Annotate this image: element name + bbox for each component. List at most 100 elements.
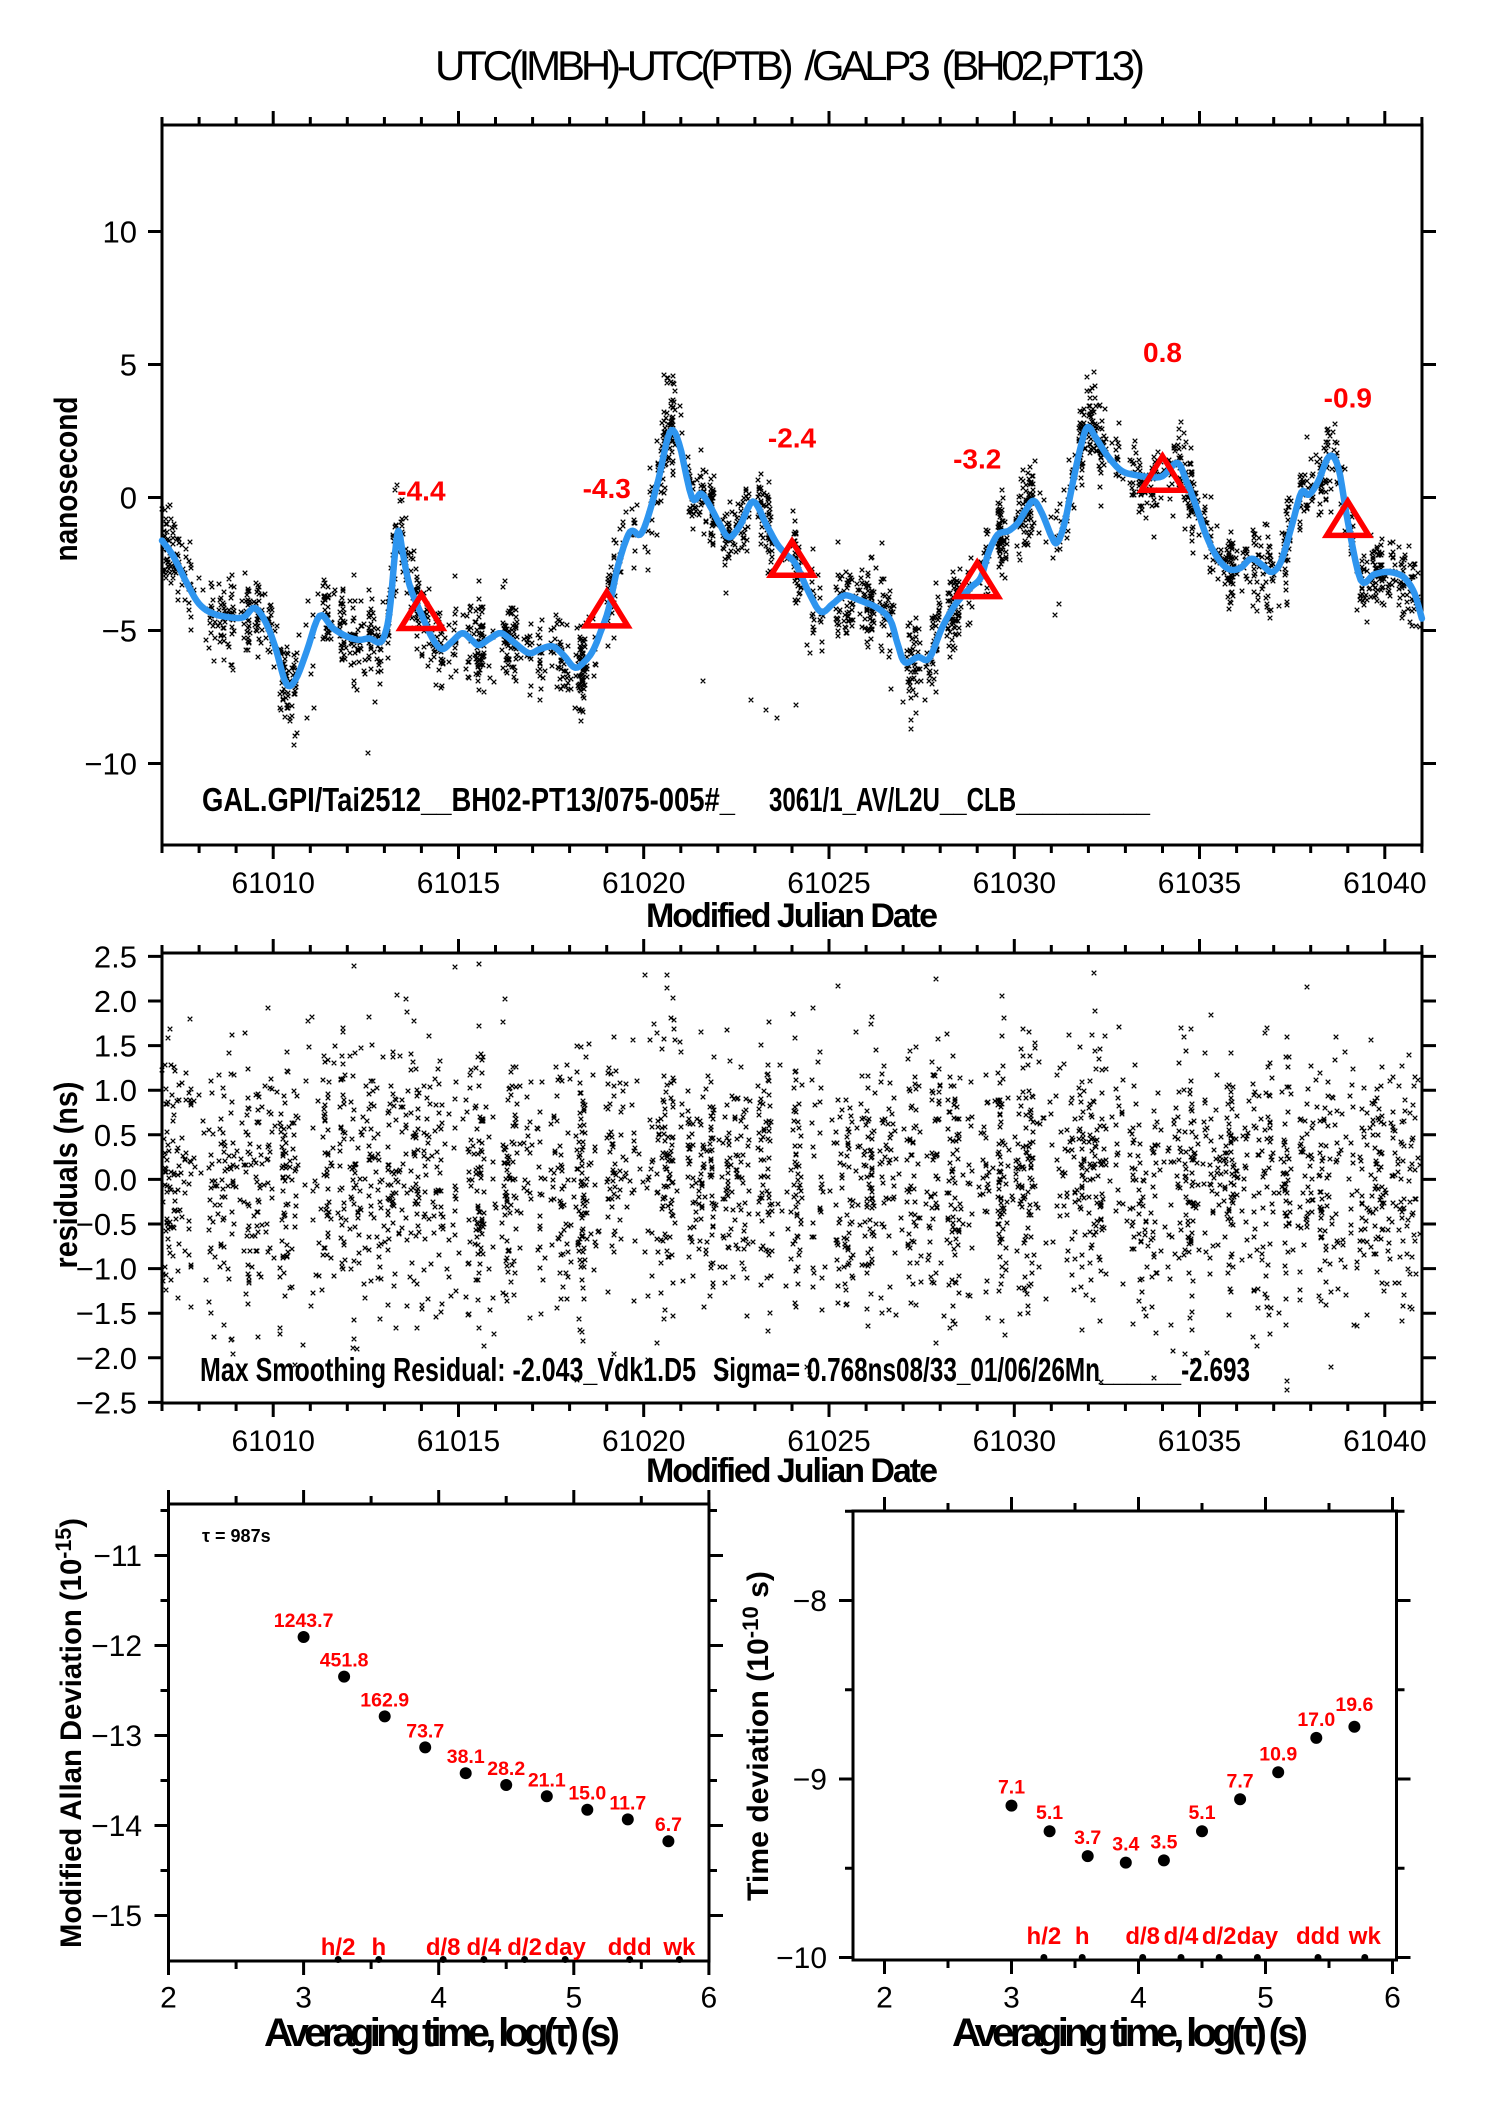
svg-text:1243.7: 1243.7: [274, 1610, 334, 1632]
svg-text:61020: 61020: [602, 867, 685, 900]
svg-text:-0.9: -0.9: [1324, 382, 1372, 413]
svg-text:Modified Julian Date: Modified Julian Date: [646, 897, 938, 935]
svg-text:11.7: 11.7: [609, 1792, 646, 1814]
svg-text:61040: 61040: [1343, 1425, 1426, 1458]
svg-text:d/4: d/4: [467, 1934, 502, 1961]
svg-text:6.7: 6.7: [655, 1814, 682, 1836]
svg-text:wk: wk: [662, 1934, 696, 1961]
svg-text:3.7: 3.7: [1074, 1827, 1101, 1849]
svg-text:Averaging time, log(τ) (s): Averaging time, log(τ) (s): [952, 2011, 1308, 2055]
svg-text:61015: 61015: [417, 867, 500, 900]
svg-text:h: h: [371, 1934, 386, 1961]
svg-text:d/8: d/8: [1125, 1923, 1160, 1950]
svg-text:28.2: 28.2: [487, 1758, 525, 1780]
svg-text:1.5: 1.5: [94, 1029, 137, 1064]
svg-text:day: day: [545, 1934, 587, 1961]
svg-text:2.0: 2.0: [94, 984, 137, 1019]
svg-text:h: h: [1075, 1923, 1090, 1950]
svg-text:−9: −9: [793, 1764, 827, 1797]
svg-text:-4.3: -4.3: [583, 473, 631, 504]
svg-text:nanosecond: nanosecond: [48, 397, 84, 562]
svg-text:−1.5: −1.5: [76, 1296, 137, 1331]
svg-text:-4.4: -4.4: [397, 476, 446, 507]
svg-text:61035: 61035: [1158, 1425, 1241, 1458]
svg-text:4: 4: [430, 1982, 447, 2015]
svg-text:10: 10: [103, 215, 137, 250]
svg-text:residuals (ns): residuals (ns): [48, 1082, 84, 1269]
svg-text:61030: 61030: [973, 867, 1056, 900]
svg-text:−10: −10: [776, 1942, 827, 1975]
svg-text:61040: 61040: [1343, 867, 1426, 900]
svg-text:5.1: 5.1: [1188, 1802, 1215, 1824]
svg-text:h/2: h/2: [1027, 1923, 1062, 1950]
svg-text:61010: 61010: [231, 1425, 314, 1458]
svg-text:wk: wk: [1348, 1923, 1382, 1950]
svg-text:2: 2: [876, 1982, 893, 2015]
svg-text:UTC(IMBH)-UTC(PTB) /GALP3 (B: UTC(IMBH)-UTC(PTB) /GALP3 (BH02,PT13): [435, 42, 1145, 89]
svg-text:-2.4: -2.4: [768, 422, 817, 453]
svg-text:0.5: 0.5: [94, 1118, 137, 1153]
svg-text:38.1: 38.1: [447, 1746, 485, 1768]
svg-text:3: 3: [295, 1982, 312, 2015]
svg-text:451.8: 451.8: [320, 1650, 369, 1672]
svg-text:d/2: d/2: [1202, 1923, 1237, 1950]
svg-text:−1.0: −1.0: [76, 1252, 137, 1287]
svg-text:6: 6: [1384, 1982, 1401, 2015]
svg-text:5: 5: [120, 348, 137, 383]
svg-text:−2.5: −2.5: [76, 1385, 137, 1420]
svg-text:61015: 61015: [417, 1425, 500, 1458]
svg-text:−11: −11: [93, 1540, 142, 1573]
svg-text:−12: −12: [91, 1630, 142, 1663]
svg-text:2: 2: [160, 1982, 177, 2015]
svg-text:6: 6: [701, 1982, 718, 2015]
svg-text:−5: −5: [102, 614, 137, 649]
svg-text:Modified Allan Deviation (10-1: Modified Allan Deviation (10-15): [51, 1518, 88, 1948]
svg-text:−0.5: −0.5: [76, 1207, 137, 1242]
svg-text:2.5: 2.5: [94, 939, 137, 974]
svg-text:−13: −13: [91, 1720, 142, 1753]
svg-text:5.1: 5.1: [1036, 1802, 1063, 1824]
svg-text:3: 3: [1003, 1982, 1020, 2015]
svg-text:19.6: 19.6: [1335, 1694, 1373, 1716]
svg-text:15.0: 15.0: [568, 1783, 606, 1805]
svg-text:61035: 61035: [1158, 867, 1241, 900]
svg-text:0.8: 0.8: [1143, 337, 1182, 368]
svg-text:5: 5: [1257, 1982, 1274, 2015]
svg-text:7.1: 7.1: [998, 1777, 1025, 1799]
svg-text:-3.2: -3.2: [953, 444, 1001, 475]
svg-text:3.4: 3.4: [1112, 1834, 1139, 1856]
svg-text:61025: 61025: [787, 1425, 870, 1458]
svg-text:0: 0: [120, 481, 137, 516]
svg-text:1.0: 1.0: [94, 1073, 137, 1108]
svg-text:ddd: ddd: [1296, 1923, 1340, 1950]
svg-text:τ = 987s: τ = 987s: [202, 1526, 271, 1546]
svg-text:GAL.GPI/Tai2512__BH02-PT13/075: GAL.GPI/Tai2512__BH02-PT13/075-005#_: [202, 781, 736, 818]
svg-text:Averaging time, log(τ) (s): Averaging time, log(τ) (s): [264, 2011, 620, 2055]
svg-text:−2.0: −2.0: [76, 1341, 137, 1376]
svg-text:162.9: 162.9: [360, 1689, 409, 1711]
svg-text:3061/1_AV/L2U__CLB__________: 3061/1_AV/L2U__CLB__________: [769, 781, 1150, 818]
svg-text:ddd: ddd: [608, 1934, 652, 1961]
svg-text:7.7: 7.7: [1227, 1770, 1254, 1792]
svg-text:Max Smoothing Residual: -2.043: Max Smoothing Residual: -2.043_Vdk1.D5: [200, 1351, 696, 1388]
svg-text:4: 4: [1130, 1982, 1147, 2015]
svg-text:17.0: 17.0: [1297, 1709, 1335, 1731]
svg-text:−10: −10: [84, 747, 137, 782]
svg-text:−14: −14: [91, 1810, 142, 1843]
svg-text:73.7: 73.7: [406, 1720, 444, 1742]
svg-text:d/2: d/2: [507, 1934, 542, 1961]
svg-text:d/8: d/8: [426, 1934, 461, 1961]
svg-text:61025: 61025: [787, 867, 870, 900]
svg-text:Modified Julian Date: Modified Julian Date: [646, 1452, 938, 1490]
svg-text:−8: −8: [793, 1585, 827, 1618]
svg-text:61030: 61030: [973, 1425, 1056, 1458]
svg-text:61020: 61020: [602, 1425, 685, 1458]
svg-text:−15: −15: [91, 1900, 142, 1933]
svg-text:3.5: 3.5: [1150, 1831, 1177, 1853]
svg-text:10.9: 10.9: [1259, 1743, 1297, 1765]
svg-text:0.0: 0.0: [94, 1162, 137, 1197]
svg-text:5: 5: [565, 1982, 582, 2015]
svg-text:21.1: 21.1: [528, 1769, 566, 1791]
svg-text:h/2: h/2: [321, 1934, 356, 1961]
svg-text:61010: 61010: [231, 867, 314, 900]
